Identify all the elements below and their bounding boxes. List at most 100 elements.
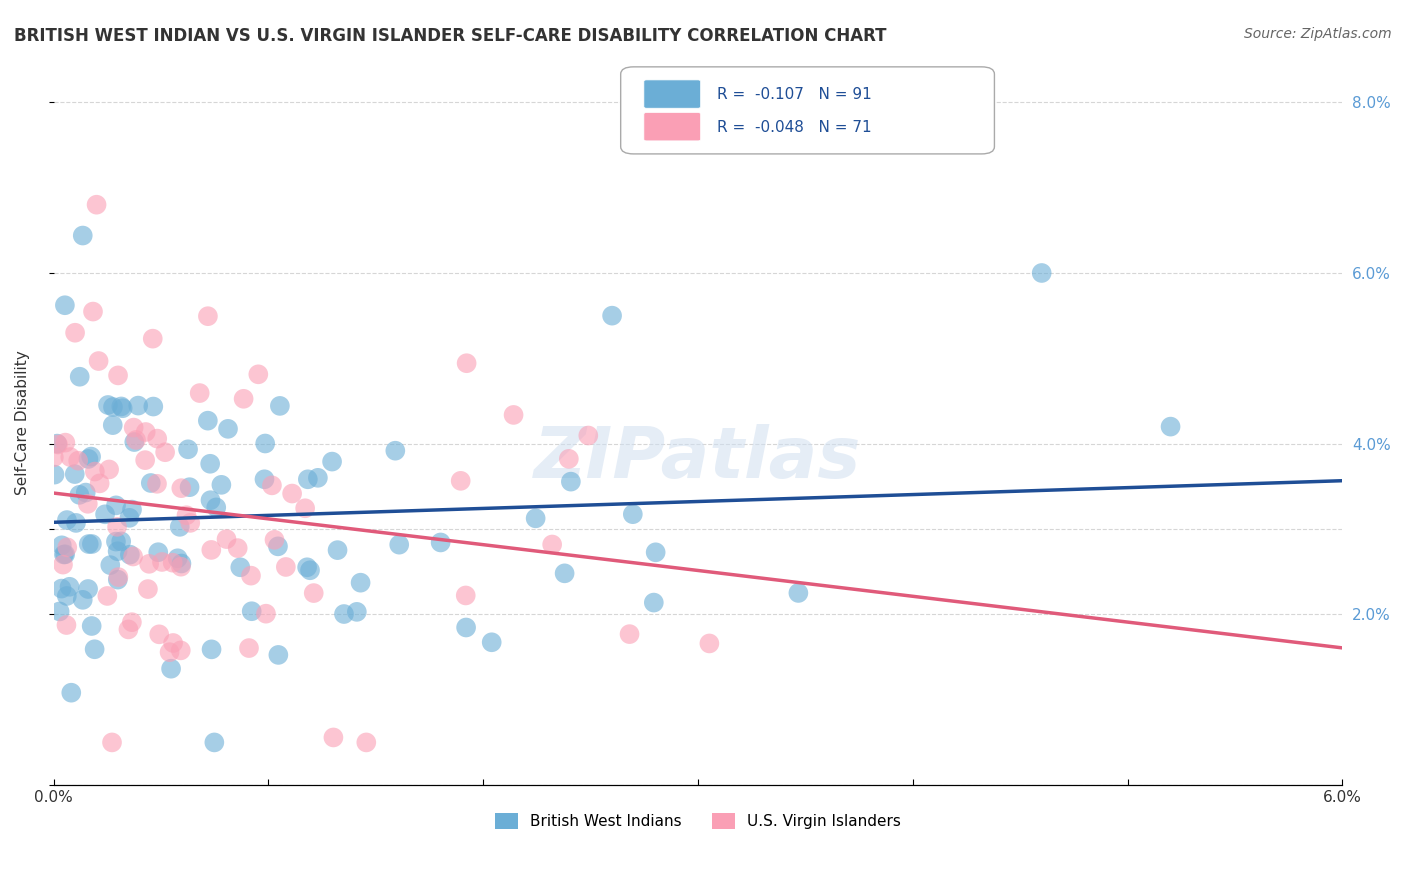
- British West Indians: [346, 605, 368, 619]
- U.S. Virgin Islanders: [89, 476, 111, 491]
- U.S. Virgin Islanders: [63, 326, 86, 340]
- U.S. Virgin Islanders: [122, 549, 145, 564]
- British West Indians: [621, 507, 644, 521]
- British West Indians: [121, 502, 143, 516]
- British West Indians: [101, 400, 124, 414]
- U.S. Virgin Islanders: [159, 645, 181, 659]
- Legend: British West Indians, U.S. Virgin Islanders: British West Indians, U.S. Virgin Island…: [489, 807, 907, 836]
- U.S. Virgin Islanders: [240, 568, 263, 582]
- U.S. Virgin Islanders: [541, 537, 564, 551]
- British West Indians: [72, 228, 94, 243]
- British West Indians: [77, 537, 100, 551]
- British West Indians: [111, 401, 134, 416]
- British West Indians: [107, 573, 129, 587]
- U.S. Virgin Islanders: [450, 474, 472, 488]
- U.S. Virgin Islanders: [456, 356, 478, 370]
- U.S. Virgin Islanders: [263, 533, 285, 547]
- U.S. Virgin Islanders: [98, 462, 121, 476]
- British West Indians: [56, 589, 79, 603]
- British West Indians: [269, 399, 291, 413]
- FancyBboxPatch shape: [644, 112, 700, 141]
- British West Indians: [456, 620, 478, 634]
- Text: BRITISH WEST INDIAN VS U.S. VIRGIN ISLANDER SELF-CARE DISABILITY CORRELATION CHA: BRITISH WEST INDIAN VS U.S. VIRGIN ISLAN…: [14, 27, 887, 45]
- Text: R =  -0.048   N = 71: R = -0.048 N = 71: [717, 120, 872, 135]
- British West Indians: [267, 539, 290, 553]
- British West Indians: [118, 548, 141, 562]
- U.S. Virgin Islanders: [107, 570, 129, 584]
- British West Indians: [72, 592, 94, 607]
- U.S. Virgin Islanders: [55, 618, 77, 632]
- Text: ZIPatlas: ZIPatlas: [534, 424, 862, 493]
- British West Indians: [75, 485, 97, 500]
- U.S. Virgin Islanders: [153, 445, 176, 459]
- U.S. Virgin Islanders: [52, 558, 75, 572]
- U.S. Virgin Islanders: [59, 450, 82, 464]
- U.S. Virgin Islanders: [170, 643, 193, 657]
- British West Indians: [333, 607, 356, 621]
- U.S. Virgin Islanders: [454, 589, 477, 603]
- Text: R =  -0.107   N = 91: R = -0.107 N = 91: [717, 87, 872, 102]
- Text: Source: ZipAtlas.com: Source: ZipAtlas.com: [1244, 27, 1392, 41]
- U.S. Virgin Islanders: [247, 368, 270, 382]
- U.S. Virgin Islanders: [105, 520, 128, 534]
- British West Indians: [200, 493, 222, 508]
- British West Indians: [205, 500, 228, 515]
- U.S. Virgin Islanders: [87, 354, 110, 368]
- British West Indians: [60, 686, 83, 700]
- British West Indians: [80, 619, 103, 633]
- U.S. Virgin Islanders: [125, 433, 148, 447]
- British West Indians: [384, 443, 406, 458]
- British West Indians: [349, 575, 371, 590]
- British West Indians: [429, 535, 451, 549]
- U.S. Virgin Islanders: [619, 627, 641, 641]
- U.S. Virgin Islanders: [294, 501, 316, 516]
- U.S. Virgin Islanders: [162, 636, 184, 650]
- British West Indians: [169, 520, 191, 534]
- U.S. Virgin Islanders: [162, 556, 184, 570]
- British West Indians: [326, 543, 349, 558]
- U.S. Virgin Islanders: [699, 636, 721, 650]
- U.S. Virgin Islanders: [121, 615, 143, 630]
- British West Indians: [295, 560, 318, 574]
- U.S. Virgin Islanders: [170, 559, 193, 574]
- British West Indians: [77, 582, 100, 596]
- U.S. Virgin Islanders: [558, 451, 581, 466]
- British West Indians: [101, 418, 124, 433]
- British West Indians: [97, 398, 120, 412]
- British West Indians: [554, 566, 576, 581]
- British West Indians: [240, 604, 263, 618]
- U.S. Virgin Islanders: [146, 476, 169, 491]
- British West Indians: [67, 488, 90, 502]
- British West Indians: [98, 558, 121, 573]
- U.S. Virgin Islanders: [46, 437, 69, 451]
- British West Indians: [560, 475, 582, 489]
- British West Indians: [44, 467, 66, 482]
- British West Indians: [51, 582, 73, 596]
- U.S. Virgin Islanders: [76, 497, 98, 511]
- British West Indians: [51, 538, 73, 552]
- British West Indians: [80, 450, 103, 464]
- British West Indians: [94, 508, 117, 522]
- U.S. Virgin Islanders: [281, 486, 304, 500]
- British West Indians: [122, 435, 145, 450]
- U.S. Virgin Islanders: [232, 392, 254, 406]
- British West Indians: [110, 534, 132, 549]
- U.S. Virgin Islanders: [82, 304, 104, 318]
- U.S. Virgin Islanders: [83, 465, 105, 479]
- British West Indians: [299, 563, 322, 577]
- British West Indians: [321, 454, 343, 468]
- FancyBboxPatch shape: [620, 67, 994, 154]
- British West Indians: [105, 499, 128, 513]
- U.S. Virgin Islanders: [96, 589, 118, 603]
- U.S. Virgin Islanders: [197, 309, 219, 323]
- U.S. Virgin Islanders: [188, 386, 211, 401]
- British West Indians: [127, 399, 149, 413]
- British West Indians: [52, 548, 75, 562]
- British West Indians: [787, 586, 810, 600]
- U.S. Virgin Islanders: [142, 332, 165, 346]
- U.S. Virgin Islanders: [356, 735, 378, 749]
- British West Indians: [48, 604, 70, 618]
- British West Indians: [80, 537, 103, 551]
- U.S. Virgin Islanders: [260, 478, 283, 492]
- U.S. Virgin Islanders: [254, 607, 277, 621]
